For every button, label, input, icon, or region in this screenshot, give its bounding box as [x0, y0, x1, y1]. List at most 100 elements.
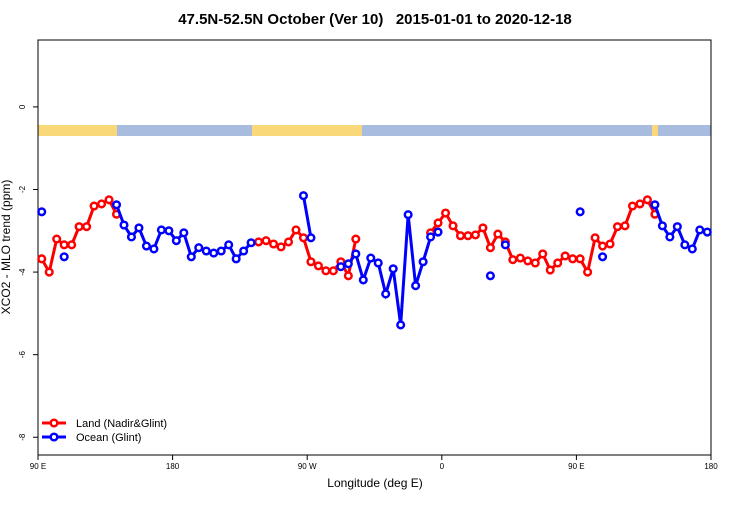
x-tick-label: 90 E [30, 462, 46, 471]
point [156, 225, 166, 235]
point [485, 271, 495, 281]
point [635, 199, 645, 209]
point [418, 257, 428, 267]
plot-frame [37, 39, 712, 456]
point [426, 232, 436, 242]
point [186, 252, 196, 262]
point [351, 234, 361, 244]
point [209, 248, 219, 258]
ocean-strip [362, 125, 652, 136]
point [224, 240, 234, 250]
point [650, 200, 660, 210]
point [343, 259, 353, 269]
point [665, 232, 675, 242]
point [530, 258, 540, 268]
point [568, 254, 578, 264]
point [657, 221, 667, 231]
point [590, 233, 600, 243]
point [276, 242, 286, 252]
point [306, 233, 316, 243]
point [538, 249, 548, 259]
point [605, 239, 615, 249]
point [366, 253, 376, 263]
y-axis-label: XCO2 - MLO trend (ppm) [0, 180, 13, 315]
point [59, 252, 69, 262]
point [672, 222, 682, 232]
y-tick-label: -6 [18, 351, 27, 359]
point [381, 289, 391, 299]
point [298, 233, 309, 243]
point [680, 240, 690, 250]
point [575, 207, 585, 217]
point [500, 240, 510, 250]
point [448, 221, 458, 231]
point [313, 261, 323, 271]
point [687, 244, 697, 254]
point [298, 191, 309, 201]
land-strip [652, 125, 658, 136]
point [702, 227, 712, 237]
point [74, 222, 84, 232]
point [269, 239, 279, 249]
point [411, 281, 421, 291]
point [583, 267, 593, 277]
point [433, 227, 443, 237]
legend-marker [49, 418, 59, 428]
point [67, 240, 77, 250]
x-tick-label: 180 [704, 462, 718, 471]
point [463, 231, 473, 241]
point [403, 210, 413, 220]
point [261, 236, 271, 246]
point [306, 257, 316, 267]
point [239, 246, 249, 256]
point [433, 218, 443, 228]
point [119, 220, 129, 230]
chart-title: 47.5N-52.5N October (Ver 10) 2015-01-01 … [178, 11, 572, 28]
point [598, 241, 608, 251]
point [52, 234, 62, 244]
point [126, 232, 137, 242]
point [493, 229, 503, 239]
point [104, 195, 114, 205]
legend-marker [49, 432, 59, 442]
point [388, 264, 398, 274]
point [201, 246, 211, 256]
point [328, 266, 338, 276]
point [164, 226, 174, 236]
x-tick-label: 90 W [298, 462, 317, 471]
point [508, 255, 518, 265]
point [343, 271, 353, 281]
point [246, 238, 256, 248]
x-tick-label: 180 [166, 462, 180, 471]
x-tick-label: 90 E [568, 462, 584, 471]
point [485, 243, 495, 253]
point [440, 208, 451, 218]
point [545, 265, 555, 275]
point [515, 253, 525, 263]
point [179, 228, 189, 238]
point [336, 262, 346, 272]
point [351, 249, 361, 259]
y-tick-label: 0 [18, 104, 27, 109]
point [97, 199, 107, 209]
point [575, 254, 585, 264]
legend-label: Land (Nadir&Glint) [76, 418, 167, 430]
point [149, 244, 159, 254]
point [373, 258, 383, 268]
y-tick-label: -2 [18, 185, 27, 193]
point [523, 256, 533, 266]
point [134, 223, 144, 233]
point [598, 252, 608, 262]
ocean-strip [117, 125, 252, 136]
point [455, 231, 466, 241]
land-strip [38, 125, 117, 136]
point [59, 240, 69, 250]
point [194, 243, 204, 253]
legend-label: Ocean (Glint) [76, 432, 141, 444]
point [396, 320, 406, 330]
point [37, 254, 47, 264]
point [171, 236, 181, 246]
point [37, 207, 47, 217]
